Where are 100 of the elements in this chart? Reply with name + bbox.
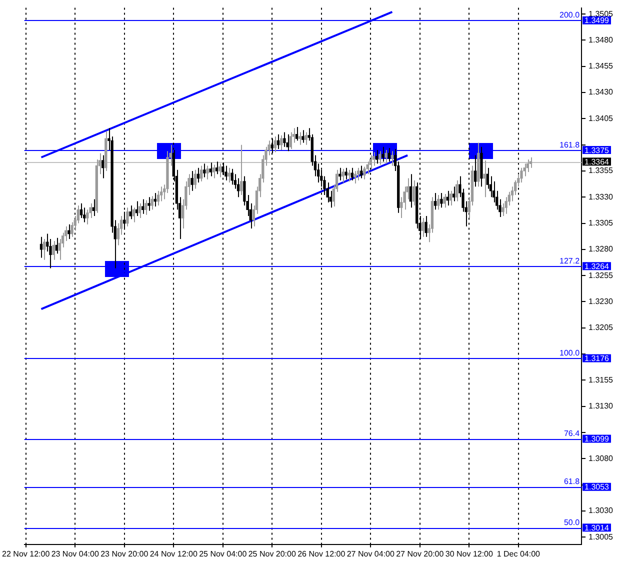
candlestick: [274, 136, 277, 153]
candlestick: [132, 207, 135, 223]
candlestick: [42, 238, 46, 260]
annotation: 127.2: [560, 256, 580, 266]
candlestick: [289, 132, 292, 150]
annotation: 61.8: [564, 477, 580, 486]
candlestick: [486, 167, 489, 190]
x-tick-label: 22 Nov 12:00: [2, 549, 50, 558]
x-tick-label: 27 Nov 04:00: [346, 549, 395, 558]
y-tick-label: 1.3430: [588, 88, 614, 97]
ref-line-label: 1.3364: [584, 157, 610, 166]
candlestick: [443, 193, 446, 208]
annotation: 100.0: [560, 348, 580, 358]
candlestick: [390, 150, 394, 166]
candlestick: [129, 204, 132, 220]
candlestick: [378, 150, 382, 166]
candlestick: [449, 190, 452, 206]
y-tick-label: 1.3205: [588, 323, 614, 332]
candlestick: [382, 146, 384, 162]
y-tick-label: 1.3080: [588, 454, 614, 463]
candlestick: [212, 164, 215, 179]
y-tick-label: 1.3255: [588, 270, 614, 280]
candlestick: [350, 167, 354, 181]
candlestick: [218, 163, 222, 178]
x-tick-label: 23 Nov 20:00: [100, 549, 149, 558]
y-tick-label: 1.3330: [588, 192, 614, 202]
candlestick: [68, 224, 70, 240]
candlestick: [412, 180, 416, 206]
candlestick: [295, 126, 298, 142]
ref-line-label: 1.3014: [584, 523, 610, 532]
candlestick: [388, 147, 390, 162]
candlestick: [236, 178, 240, 198]
x-tick-label: 23 Nov 04:00: [51, 549, 100, 558]
y-tick-label: 1.3505: [588, 9, 614, 18]
candlestick: [304, 132, 308, 146]
candlestick: [55, 237, 58, 254]
candlestick: [206, 165, 209, 180]
y-tick-label: 1.3405: [588, 114, 614, 123]
x-tick-label: 26 Nov 12:00: [298, 549, 346, 558]
y-tick-label: 1.3480: [588, 35, 614, 44]
x-tick-label: 24 Nov 12:00: [150, 549, 198, 558]
candlestick: [150, 196, 154, 210]
candlestick: [228, 167, 230, 183]
candlestick: [52, 240, 55, 260]
candlestick: [156, 190, 160, 206]
candlestick: [483, 160, 486, 198]
y-tick-label: 1.3355: [588, 166, 614, 176]
x-tick-label: 25 Nov 04:00: [199, 549, 248, 558]
candlestick: [342, 168, 344, 183]
x-tick-label: 30 Nov 12:00: [445, 549, 494, 558]
x-tick-label: 27 Nov 20:00: [396, 549, 444, 558]
candlestick: [144, 200, 148, 216]
x-tick-label: 1 Dec 04:00: [496, 549, 541, 558]
candlestick: [409, 174, 412, 208]
candlestick: [302, 130, 304, 144]
candlestick: [474, 154, 477, 188]
ref-line-label: 1.3053: [584, 482, 610, 492]
candlestick: [372, 152, 376, 166]
ref-line-label: 1.3176: [584, 354, 610, 363]
y-tick-label: 1.3155: [588, 375, 614, 384]
candlestick: [434, 192, 437, 210]
ref-line-label: 1.3375: [584, 146, 610, 155]
candlestick: [86, 209, 89, 225]
candlestick: [40, 236, 43, 258]
candlestick: [142, 198, 144, 214]
candlestick: [83, 207, 86, 223]
candlestick: [203, 163, 206, 178]
candlestick: [101, 154, 104, 179]
candlestick: [209, 162, 212, 177]
candlestick: [520, 167, 523, 183]
candlestick: [286, 134, 289, 152]
candlestick: [126, 207, 129, 227]
candlestick: [298, 132, 302, 146]
ref-line-label: 1.3499: [584, 16, 610, 26]
candlestick: [280, 134, 283, 151]
y-tick-label: 1.3230: [588, 296, 614, 306]
candlestick: [240, 144, 243, 196]
y-tick-label: 1.3030: [588, 506, 614, 516]
annotation: 200.0: [560, 10, 580, 20]
y-tick-label: 1.3455: [588, 62, 614, 71]
candlestick: [283, 132, 286, 148]
candlestick: [160, 186, 163, 202]
annotation: 161.8: [560, 140, 580, 150]
x-tick-label: 25 Nov 20:00: [248, 549, 296, 558]
annotation: 76.4: [564, 428, 580, 438]
candlestick: [437, 194, 440, 210]
candlestick: [215, 161, 218, 175]
candlestick: [375, 150, 378, 164]
ref-line-label: 1.3264: [584, 262, 610, 271]
candlestick: [58, 238, 62, 260]
y-tick-label: 1.3305: [588, 218, 614, 228]
candlestick: [452, 186, 456, 202]
candlestick: [440, 192, 443, 208]
candlestick: [529, 156, 532, 168]
candlestick: [190, 170, 194, 192]
y-tick-label: 1.3280: [588, 244, 614, 254]
candlestick: [363, 166, 366, 180]
y-tick-label: 1.3005: [588, 532, 614, 542]
candlestick: [357, 167, 360, 181]
candlestick: [456, 180, 458, 202]
